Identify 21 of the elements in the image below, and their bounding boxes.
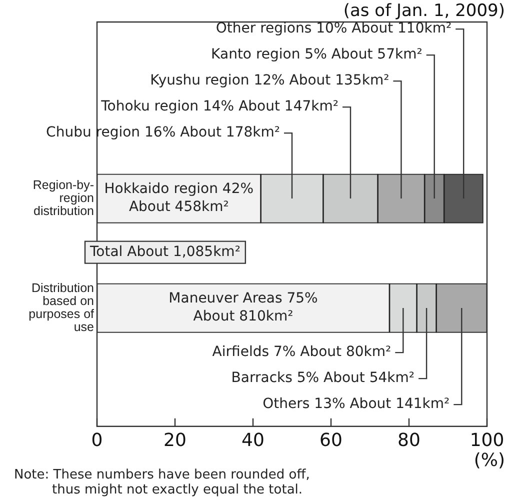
y-tick-label: Distribution based on purposes of use (28, 280, 95, 334)
data-label: Others 13% About 141km² (262, 396, 450, 412)
data-label: Other regions 10% About 110km² (216, 20, 452, 37)
x-tick-label: 80 (398, 430, 420, 451)
data-label: Barracks 5% About 54km² (231, 370, 415, 386)
annotation: Total About 1,085km² (89, 244, 240, 260)
x-tick-label: 20 (164, 430, 186, 451)
y-tick-label: Region-by-region distribution (32, 178, 94, 218)
x-tick-label: 40 (242, 430, 264, 451)
x-tick-label: 100 (470, 430, 504, 451)
text: Note: These numbers have been rounded off, thus might not exactly equal the total. (14, 467, 310, 498)
data-label: Hokkaido region 42% About 458km² (104, 181, 254, 216)
data-label: Maneuver Areas 75% About 810km² (168, 290, 318, 325)
data-label: Airfields 7% About 80km² (212, 344, 392, 360)
x-tick-label: 60 (320, 430, 342, 451)
x-axis-title: (%) (474, 450, 505, 472)
data-label: Kyushu region 12% About 135km² (150, 72, 390, 89)
x-tick-label: 0 (91, 430, 103, 451)
chart-title: (as of Jan. 1, 2009) (343, 0, 505, 21)
data-label: Kanto region 5% About 57km² (211, 46, 422, 63)
data-label: Tohoku region 14% About 147km² (100, 98, 338, 115)
